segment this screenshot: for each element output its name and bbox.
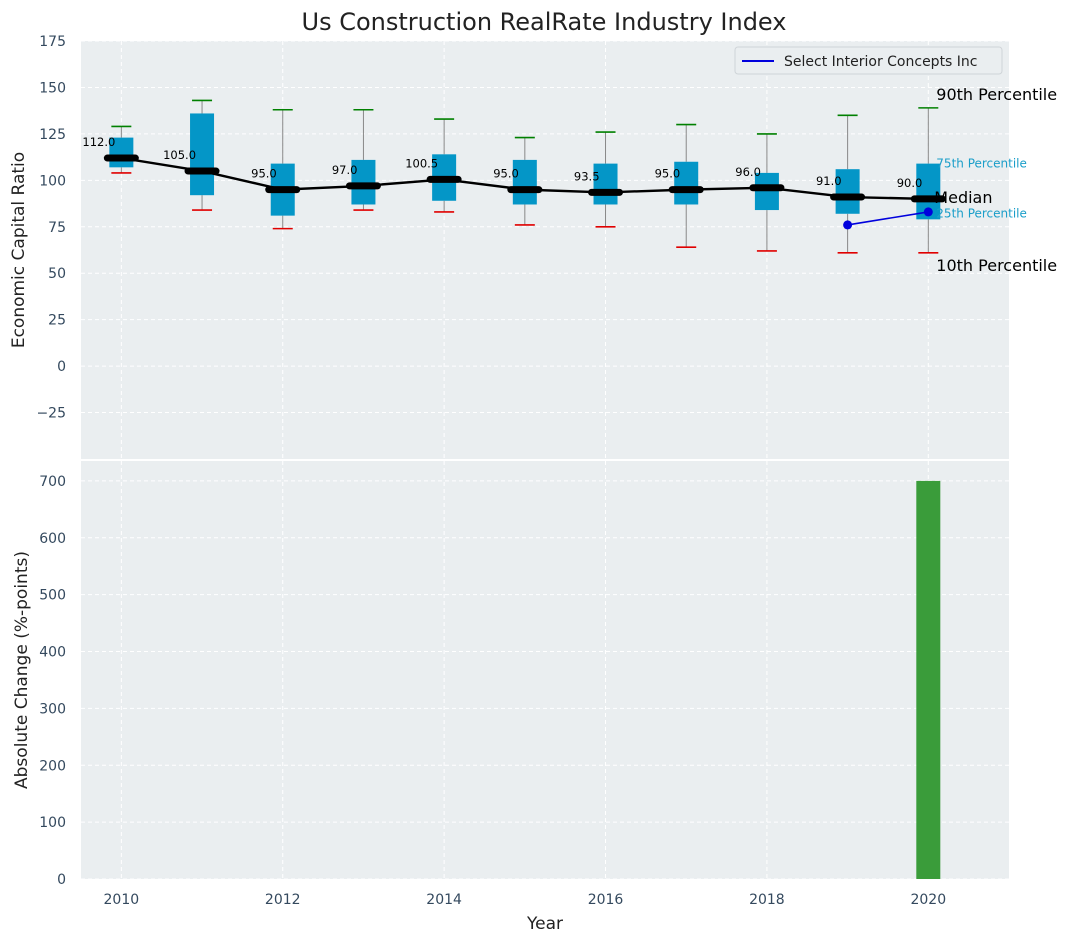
annotation-median: Median xyxy=(934,188,992,207)
bottom-x-ticks: 2010 2012 2014 2016 2018 2020 xyxy=(104,892,947,908)
top-y-ticks: −25 0 25 50 75 100 125 150 175 xyxy=(36,34,66,422)
company-point xyxy=(923,207,933,217)
top-y-tick-label: 175 xyxy=(39,34,66,50)
box-iqr xyxy=(835,169,860,214)
median-value-label: 97.0 xyxy=(332,163,358,177)
box-iqr xyxy=(351,159,376,205)
annotation-p90: 90th Percentile xyxy=(936,85,1057,104)
x-tick-label: 2020 xyxy=(910,892,946,908)
top-y-axis-label: Economic Capital Ratio xyxy=(9,152,29,348)
median-value-label: 93.5 xyxy=(574,169,600,183)
x-tick-label: 2018 xyxy=(749,892,785,908)
legend-label-company: Select Interior Concepts Inc xyxy=(784,54,978,70)
x-tick-label: 2014 xyxy=(426,892,462,908)
bottom-panel-background xyxy=(81,461,1009,879)
x-tick-label: 2010 xyxy=(104,892,140,908)
median-value-label: 95.0 xyxy=(493,167,519,181)
x-tick-label: 2016 xyxy=(588,892,624,908)
top-y-tick-label: −25 xyxy=(36,406,66,422)
box-iqr xyxy=(109,137,134,168)
bottom-y-tick-label: 600 xyxy=(39,531,66,547)
median-value-label: 91.0 xyxy=(816,174,842,188)
annotation-q3: 75th Percentile xyxy=(936,157,1027,171)
boxplot-series xyxy=(109,99,941,254)
median-value-label: 100.5 xyxy=(405,156,438,170)
median-value-label: 90.0 xyxy=(897,176,923,190)
annotation-q1: 25th Percentile xyxy=(936,206,1027,220)
legend: Select Interior Concepts Inc xyxy=(734,46,1003,75)
bottom-y-tick-label: 200 xyxy=(39,758,66,774)
x-axis-label: Year xyxy=(526,914,563,934)
bottom-y-tick-label: 100 xyxy=(39,815,66,831)
box-iqr xyxy=(512,159,537,205)
bar-series xyxy=(916,480,941,879)
median-value-label: 95.0 xyxy=(655,167,681,181)
top-y-tick-label: 0 xyxy=(57,359,66,375)
bottom-panel-grid xyxy=(81,461,1009,880)
top-y-tick-label: 125 xyxy=(39,127,66,143)
top-y-tick-label: 25 xyxy=(48,313,66,329)
top-y-tick-label: 100 xyxy=(39,173,66,189)
median-value-label: 96.0 xyxy=(735,165,761,179)
bottom-y-tick-label: 400 xyxy=(39,645,66,661)
company-point xyxy=(843,220,853,230)
chart-title: Us Construction RealRate Industry Index xyxy=(302,8,787,36)
top-panel-grid xyxy=(81,40,1009,459)
top-panel-background xyxy=(81,41,1009,459)
median-line-series xyxy=(103,154,946,203)
legend-box xyxy=(734,46,1003,75)
annotation-p10: 10th Percentile xyxy=(936,256,1057,275)
company-line xyxy=(847,211,929,226)
median-value-label: 112.0 xyxy=(82,135,115,149)
percentile-annotations: 90th Percentile 75th Percentile Median25th… xyxy=(934,85,1057,275)
box-iqr xyxy=(754,172,779,211)
top-y-tick-label: 50 xyxy=(48,266,66,282)
company-series xyxy=(843,207,933,230)
top-y-tick-label: 75 xyxy=(48,220,66,236)
bottom-y-ticks: 0 100 200 300 400 500 600 700 xyxy=(39,474,66,888)
median-value-label: 95.0 xyxy=(251,167,277,181)
box-iqr xyxy=(674,161,699,205)
box-iqr xyxy=(593,163,618,205)
bottom-y-axis-label: Absolute Change (%-points) xyxy=(12,551,32,789)
top-y-tick-label: 150 xyxy=(39,80,66,96)
bar-2020 xyxy=(916,480,941,879)
bottom-y-tick-label: 300 xyxy=(39,701,66,717)
bottom-y-tick-label: 700 xyxy=(39,474,66,490)
median-value-label: 105.0 xyxy=(163,148,196,162)
bottom-y-tick-label: 0 xyxy=(57,872,66,888)
x-tick-label: 2012 xyxy=(265,892,301,908)
median-value-labels: 112.0 105.0 95.0 97.0 100.5 95.0 93.5 95.0 96.0 9… xyxy=(82,135,922,190)
box-iqr xyxy=(190,113,215,196)
bottom-y-tick-label: 500 xyxy=(39,588,66,604)
